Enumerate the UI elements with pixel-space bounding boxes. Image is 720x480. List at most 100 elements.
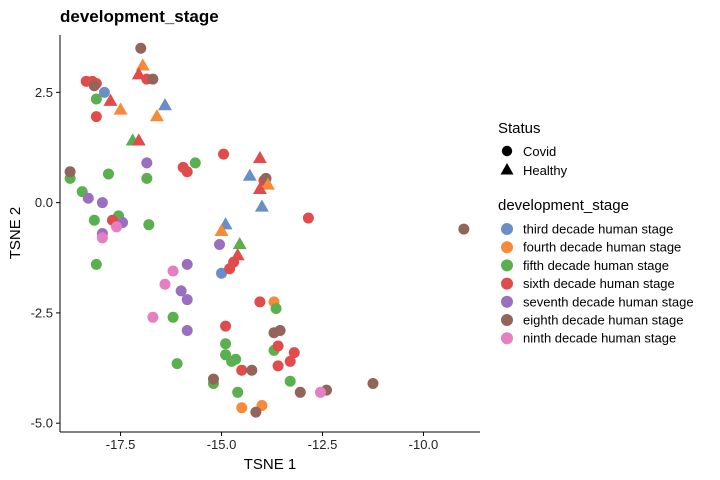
data-point-covid bbox=[147, 73, 159, 85]
legend-stage-swatch-icon bbox=[501, 314, 513, 326]
data-point-covid bbox=[367, 377, 379, 389]
data-point-covid bbox=[141, 157, 153, 169]
data-point-covid bbox=[167, 311, 179, 323]
development-stage-legend: development_stage third decade human sta… bbox=[498, 197, 694, 346]
y-axis-ticks: -5.0 -2.5 0.0 2.5 bbox=[31, 85, 60, 431]
legend-stage-label: eighth decade human stage bbox=[523, 313, 683, 328]
data-point-covid bbox=[90, 258, 102, 270]
data-point-healthy bbox=[149, 109, 164, 122]
data-point-covid bbox=[135, 42, 147, 54]
data-point-covid bbox=[171, 358, 183, 370]
data-point-covid bbox=[250, 406, 262, 418]
data-point-covid bbox=[270, 302, 282, 314]
legend-covid-circle-icon bbox=[501, 145, 513, 157]
data-point-covid bbox=[181, 325, 193, 337]
data-point-healthy bbox=[158, 98, 172, 111]
data-point-covid bbox=[230, 353, 242, 365]
x-axis-ticks: -17.5 -15.0 -12.5 -10.0 bbox=[106, 432, 439, 452]
data-point-healthy bbox=[252, 181, 267, 195]
data-point-covid bbox=[96, 197, 108, 209]
data-point-covid bbox=[181, 166, 193, 178]
data-point-covid bbox=[98, 86, 110, 98]
legend-stage-swatch-icon bbox=[501, 259, 513, 272]
data-point-covid bbox=[189, 157, 201, 169]
legend-covid-label: Covid bbox=[523, 144, 556, 159]
data-point-covid bbox=[90, 93, 102, 105]
data-point-healthy bbox=[242, 168, 257, 181]
data-point-covid bbox=[88, 214, 100, 226]
y-tick-label: -2.5 bbox=[31, 305, 53, 320]
data-point-covid bbox=[96, 232, 108, 244]
data-point-covid bbox=[284, 355, 296, 367]
data-point-covid bbox=[236, 402, 248, 414]
data-point-covid bbox=[458, 223, 470, 235]
legend-stage-label: fifth decade human stage bbox=[523, 258, 669, 273]
legend-stage-swatch-icon bbox=[501, 241, 513, 254]
legend-stage-swatch-icon bbox=[501, 223, 513, 235]
data-point-covid bbox=[254, 296, 266, 308]
legend-healthy-triangle-icon bbox=[500, 163, 514, 175]
status-legend-title: Status bbox=[498, 120, 541, 137]
data-point-healthy bbox=[113, 102, 128, 115]
data-point-healthy bbox=[214, 223, 229, 236]
x-tick-label: -17.5 bbox=[106, 437, 136, 452]
data-point-covid bbox=[167, 265, 179, 277]
data-point-healthy bbox=[131, 67, 146, 80]
data-point-healthy bbox=[131, 133, 146, 146]
data-point-covid bbox=[314, 386, 326, 398]
legend-stage-swatch-icon bbox=[501, 295, 513, 308]
data-point-covid bbox=[207, 373, 219, 385]
x-tick-label: -15.0 bbox=[207, 437, 237, 452]
data-point-covid bbox=[272, 340, 284, 352]
legend-stage-label: third decade human stage bbox=[523, 222, 673, 237]
data-point-healthy bbox=[230, 248, 245, 261]
data-point-covid bbox=[64, 166, 76, 178]
data-point-covid bbox=[220, 320, 232, 332]
y-tick-label: 0.0 bbox=[35, 195, 53, 210]
legend-stage-swatch-icon bbox=[501, 277, 513, 290]
data-point-healthy bbox=[135, 58, 150, 71]
data-point-healthy bbox=[261, 177, 275, 190]
data-point-covid bbox=[214, 239, 226, 251]
data-point-covid bbox=[141, 172, 153, 184]
legend-stage-swatch-icon bbox=[501, 332, 513, 345]
data-point-covid bbox=[181, 258, 193, 270]
data-point-covid bbox=[147, 311, 159, 323]
y-tick-label: 2.5 bbox=[35, 85, 53, 100]
data-point-covid bbox=[143, 219, 155, 231]
data-point-healthy bbox=[103, 93, 118, 106]
data-point-covid bbox=[294, 386, 306, 398]
data-point-covid bbox=[175, 285, 187, 297]
legend-stage-label: ninth decade human stage bbox=[523, 331, 676, 346]
data-point-covid bbox=[90, 111, 102, 123]
data-point-covid bbox=[246, 364, 258, 376]
data-point-covid bbox=[284, 375, 296, 387]
x-axis-title: TSNE 1 bbox=[244, 456, 297, 473]
data-points bbox=[64, 42, 470, 418]
data-point-covid bbox=[224, 263, 236, 275]
data-point-covid bbox=[268, 327, 280, 339]
legend-stage-label: sixth decade human stage bbox=[523, 276, 675, 291]
data-point-covid bbox=[272, 360, 284, 372]
data-point-covid bbox=[302, 212, 314, 224]
status-legend: Status Covid Healthy bbox=[498, 120, 568, 178]
legend-stage-label: fourth decade human stage bbox=[523, 240, 681, 255]
legend-stage-label: seventh decade human stage bbox=[523, 294, 694, 309]
data-point-covid bbox=[111, 221, 123, 233]
chart-title: development_stage bbox=[60, 7, 219, 26]
data-point-healthy bbox=[232, 237, 247, 250]
data-point-covid bbox=[216, 267, 228, 279]
data-point-healthy bbox=[254, 199, 269, 212]
data-point-covid bbox=[159, 278, 171, 290]
data-point-covid bbox=[82, 192, 94, 204]
y-tick-label: -5.0 bbox=[31, 416, 53, 431]
data-point-covid bbox=[288, 347, 300, 359]
data-point-covid bbox=[232, 386, 244, 398]
x-tick-label: -12.5 bbox=[308, 437, 338, 452]
data-point-covid bbox=[102, 168, 114, 180]
stage-legend-title: development_stage bbox=[498, 197, 629, 214]
data-point-covid bbox=[236, 364, 248, 376]
data-point-covid bbox=[218, 148, 230, 160]
x-tick-label: -10.0 bbox=[409, 437, 439, 452]
